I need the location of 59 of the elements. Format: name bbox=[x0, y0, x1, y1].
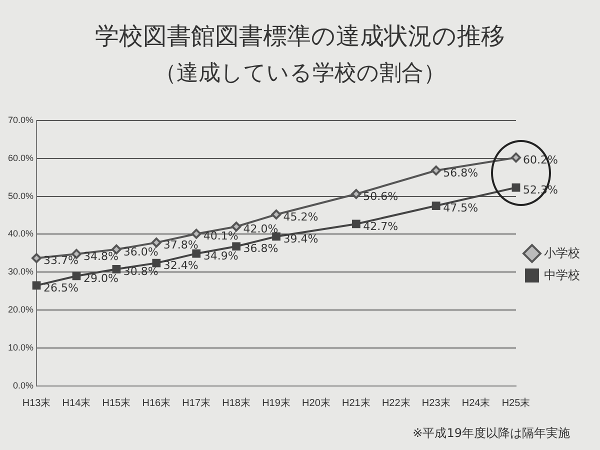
x-tick-label: H23末 bbox=[422, 396, 450, 409]
y-tick-label: 30.0% bbox=[8, 266, 34, 277]
point bbox=[432, 202, 440, 210]
point bbox=[72, 272, 81, 280]
legend-label: 小学校 bbox=[544, 246, 580, 260]
chart-title: 学校図書館図書標準の達成状況の推移 bbox=[94, 21, 506, 52]
point bbox=[352, 220, 360, 228]
y-tick-label: 70.0% bbox=[8, 114, 34, 125]
y-tick-label: 50.0% bbox=[8, 190, 34, 201]
point bbox=[232, 242, 240, 251]
data-label: 45.2% bbox=[283, 210, 318, 224]
point bbox=[351, 189, 362, 200]
x-tick-label: H20末 bbox=[302, 396, 330, 409]
point bbox=[112, 264, 121, 274]
x-tick-label: H22末 bbox=[382, 396, 410, 409]
x-tick-label: H24末 bbox=[462, 396, 490, 409]
point bbox=[152, 258, 161, 268]
chart-subtitle: （達成している学校の割合） bbox=[154, 60, 446, 88]
x-tick-label: H17末 bbox=[182, 396, 211, 409]
text: ※平成19年度以降は隔年実施 bbox=[412, 425, 570, 442]
point bbox=[512, 183, 520, 192]
data-label: 34.8% bbox=[83, 250, 118, 263]
point bbox=[32, 281, 41, 290]
data-label: 56.8% bbox=[443, 166, 478, 180]
point bbox=[32, 253, 42, 264]
y-tick-label: 0.0% bbox=[13, 380, 34, 390]
data-label: 36.0% bbox=[123, 245, 158, 258]
x-tick-label: H18末 bbox=[222, 396, 250, 409]
point bbox=[151, 238, 162, 248]
x-tick-label: H13末 bbox=[22, 396, 51, 409]
data-label: 34.9% bbox=[203, 249, 238, 262]
point bbox=[231, 222, 242, 232]
data-label: 42.0% bbox=[243, 222, 278, 236]
point bbox=[511, 152, 521, 163]
data-label: 26.5% bbox=[44, 281, 78, 294]
data-label: 33.7% bbox=[44, 254, 78, 267]
x-tick-label: H19末 bbox=[262, 396, 290, 409]
y-tick-label: 60.0% bbox=[8, 152, 34, 163]
x-tick-label: H15末 bbox=[102, 396, 131, 409]
y-tick-label: 10.0% bbox=[8, 342, 34, 353]
x-tick-label: H21末 bbox=[342, 396, 370, 409]
legend-label: 中学校 bbox=[544, 268, 580, 282]
point bbox=[272, 232, 280, 241]
x-tick-label: H25末 bbox=[502, 396, 530, 409]
point bbox=[191, 228, 202, 239]
y-tick-label: 20.0% bbox=[8, 304, 34, 315]
x-tick-label: H16末 bbox=[142, 396, 171, 409]
data-label: 32.4% bbox=[163, 258, 198, 272]
point bbox=[431, 165, 442, 176]
data-label: 47.5% bbox=[443, 202, 478, 215]
data-label: 29.0% bbox=[83, 272, 118, 285]
data-label: 36.8% bbox=[243, 242, 278, 256]
point bbox=[192, 249, 201, 258]
data-label: 37.8% bbox=[163, 238, 198, 252]
point bbox=[271, 210, 282, 220]
data-label: 42.7% bbox=[363, 220, 398, 233]
y-tick-label: 40.0% bbox=[8, 228, 34, 239]
x-tick-label: H14末 bbox=[62, 396, 91, 409]
data-label: 39.4% bbox=[283, 232, 318, 246]
